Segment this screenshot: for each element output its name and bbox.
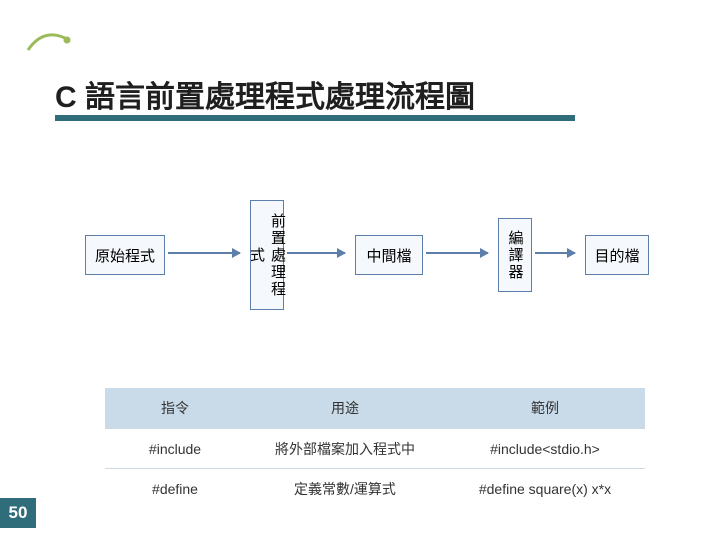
table-header-row: 指令 用途 範例 bbox=[105, 388, 645, 428]
flow-arrow bbox=[535, 252, 575, 254]
decoration-swoosh bbox=[25, 20, 75, 60]
slide-title: C 語言前置處理程式處理流程圖 bbox=[55, 72, 475, 116]
table-cell: #include<stdio.h> bbox=[445, 437, 645, 461]
table-cell: 定義常數/運算式 bbox=[245, 475, 445, 503]
flow-arrow bbox=[426, 252, 488, 254]
title-underline bbox=[55, 115, 575, 121]
directive-table: 指令 用途 範例 #include將外部檔案加入程式中#include<stdi… bbox=[105, 388, 645, 508]
table-cell: #define square(x) x*x bbox=[445, 477, 645, 501]
col-header: 指令 bbox=[105, 394, 245, 422]
flow-node: 目的檔 bbox=[585, 235, 649, 275]
table-cell: #define bbox=[105, 477, 245, 501]
col-header: 範例 bbox=[445, 394, 645, 422]
table-row: #define定義常數/運算式#define square(x) x*x bbox=[105, 468, 645, 508]
flow-node: 中間檔 bbox=[355, 235, 423, 275]
table-cell: #include bbox=[105, 437, 245, 461]
col-header: 用途 bbox=[245, 394, 445, 422]
table-cell: 將外部檔案加入程式中 bbox=[245, 435, 445, 463]
flowchart: 原始程式 前置處理程式 中間檔 編譯器 目的檔 bbox=[80, 190, 650, 350]
page-number: 50 bbox=[0, 498, 36, 528]
flow-arrow bbox=[168, 252, 240, 254]
flow-node: 編譯器 bbox=[498, 218, 532, 292]
table-row: #include將外部檔案加入程式中#include<stdio.h> bbox=[105, 428, 645, 468]
flow-node: 前置處理程式 bbox=[250, 200, 284, 310]
flow-arrow bbox=[287, 252, 345, 254]
flow-node: 原始程式 bbox=[85, 235, 165, 275]
